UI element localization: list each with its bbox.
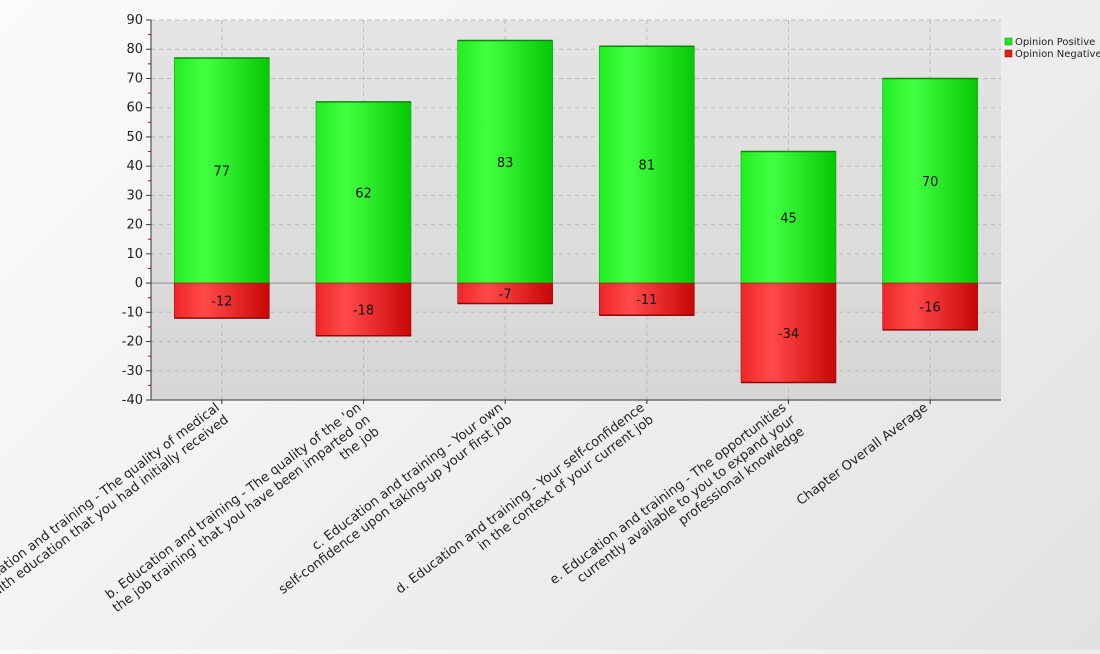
x-category-label: Chapter Overall Average: [794, 400, 931, 508]
data-label-negative: -18: [353, 303, 374, 318]
x-category-label-group: c. Education and training - Your ownself…: [276, 400, 515, 597]
data-label-negative: -16: [920, 300, 941, 315]
plot-area: [151, 20, 1001, 400]
y-tick-label: 20: [126, 218, 143, 233]
y-tick-label: 80: [126, 42, 143, 57]
bar-negative[interactable]: [599, 282, 695, 316]
bar-positive[interactable]: [599, 46, 695, 284]
legend-label-positive[interactable]: Opinion Positive: [1015, 37, 1095, 48]
x-category-label-group: Chapter Overall Average: [794, 400, 931, 508]
y-tick-label: 70: [126, 71, 143, 86]
data-label-negative: -34: [778, 327, 799, 342]
data-label-positive: 62: [355, 186, 372, 201]
x-category-label: the job training' that you have been imp…: [110, 412, 373, 615]
data-label-negative: -12: [211, 295, 232, 310]
bar-positive[interactable]: [457, 40, 553, 284]
y-tick-label: 0: [135, 276, 143, 291]
bar-negative[interactable]: [174, 282, 270, 319]
y-tick-label: 60: [126, 101, 143, 116]
bar-positive[interactable]: [174, 57, 270, 284]
y-tick-label: -10: [122, 305, 143, 320]
bar-negative[interactable]: [740, 282, 837, 383]
y-tick-label: -30: [122, 364, 143, 379]
data-label-negative: -7: [499, 287, 512, 302]
legend-swatch-negative[interactable]: [1004, 49, 1013, 58]
data-label-positive: 83: [497, 156, 514, 171]
y-tick-label: -40: [122, 393, 143, 408]
x-category-label: e. Education and training - The opportun…: [547, 400, 789, 588]
x-category-label-group: e. Education and training - The opportun…: [547, 400, 807, 588]
data-label-positive: 81: [639, 159, 656, 174]
legend-swatch-positive[interactable]: [1004, 37, 1013, 46]
y-tick-label: 90: [126, 13, 143, 28]
bar-negative[interactable]: [882, 282, 978, 331]
x-category-label-group: d. Education and training - Your self-co…: [393, 400, 656, 597]
y-tick-label: 50: [126, 130, 143, 145]
y-tick-label: 40: [126, 159, 143, 174]
bar-positive[interactable]: [315, 101, 412, 284]
x-category-label: d. Education and training - Your self-co…: [393, 400, 647, 597]
bar-positive[interactable]: [882, 78, 978, 284]
data-label-negative: -11: [636, 293, 657, 308]
x-category-label-group: b. Education and training - The quality …: [103, 400, 383, 615]
data-label-positive: 45: [780, 211, 797, 226]
y-tick-label: 30: [126, 188, 143, 203]
data-label-positive: 70: [922, 175, 939, 190]
x-category-label: b. Education and training - The quality …: [103, 400, 364, 602]
data-label-positive: 77: [214, 165, 231, 180]
y-tick-label: 10: [126, 247, 143, 262]
legend-label-negative[interactable]: Opinion Negative: [1015, 49, 1100, 60]
y-tick-label: -20: [122, 335, 143, 350]
